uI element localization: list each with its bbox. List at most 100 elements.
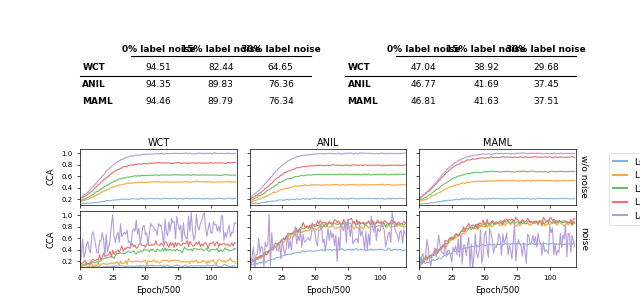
X-axis label: Epoch/500: Epoch/500 [476, 286, 520, 295]
L1 [193, 179, 200, 183]
L2 [278, 180, 286, 183]
L4 [200, 211, 208, 214]
L0 [200, 197, 208, 201]
L4 [278, 164, 286, 167]
L2 [503, 220, 511, 224]
Text: 30% label noise: 30% label noise [241, 45, 321, 54]
L2 [571, 221, 579, 225]
L2 [200, 173, 208, 177]
L4 [568, 234, 576, 237]
L3 [348, 217, 355, 220]
L2 [518, 218, 526, 221]
L0 [458, 197, 466, 200]
Line: L4: L4 [80, 153, 236, 198]
L0 [289, 198, 296, 201]
Text: 89.83: 89.83 [208, 80, 234, 88]
L2 [163, 173, 170, 176]
L3 [199, 161, 207, 165]
L0 [513, 241, 521, 245]
L4 [353, 152, 360, 156]
L0 [417, 202, 424, 206]
L2 [185, 172, 193, 176]
Text: 37.45: 37.45 [533, 80, 559, 88]
L4 [163, 152, 170, 155]
L1 [370, 183, 378, 187]
L0 [164, 196, 172, 200]
L1 [229, 180, 237, 184]
L2 [399, 223, 406, 226]
L4 [228, 152, 236, 155]
L0 [164, 263, 172, 267]
L3 [370, 164, 378, 167]
L1 [247, 200, 255, 204]
L4 [287, 248, 295, 251]
L4 [401, 232, 409, 236]
L2 [401, 172, 409, 176]
L3 [401, 163, 409, 167]
L0 [356, 197, 364, 201]
Line: L1: L1 [80, 258, 236, 269]
L3 [232, 161, 239, 164]
Line: L0: L0 [419, 198, 575, 204]
L1 [227, 256, 234, 260]
L0 [280, 198, 287, 202]
L4 [118, 158, 125, 161]
Line: L2: L2 [419, 171, 575, 200]
L1 [232, 180, 239, 184]
L3 [246, 259, 253, 262]
L2 [371, 222, 379, 226]
Line: L4: L4 [250, 153, 405, 198]
L1 [280, 187, 287, 191]
Text: 82.44: 82.44 [208, 63, 234, 72]
L0 [503, 197, 511, 201]
Line: L4: L4 [80, 212, 236, 265]
L2 [76, 199, 84, 203]
L0 [232, 264, 239, 268]
L4 [332, 152, 340, 156]
L1 [524, 220, 531, 224]
L3 [163, 240, 170, 244]
L1 [540, 220, 547, 224]
Text: 30% label noise: 30% label noise [506, 45, 586, 54]
L3 [184, 239, 191, 242]
L3 [503, 217, 511, 221]
L3 [328, 163, 336, 166]
L0 [221, 263, 229, 266]
L3 [532, 154, 540, 158]
L4 [332, 233, 340, 237]
Legend: L0, L1, L2, L3, L4: L0, L1, L2, L3, L4 [609, 153, 640, 225]
L0 [246, 264, 253, 267]
L4 [232, 152, 239, 155]
L3 [118, 166, 125, 170]
Line: L1: L1 [419, 180, 575, 202]
L2 [415, 198, 423, 202]
L1 [540, 179, 547, 182]
Text: 38.92: 38.92 [473, 63, 499, 72]
L2 [228, 248, 236, 252]
L3 [355, 164, 362, 167]
L2 [232, 173, 239, 177]
L0 [229, 197, 237, 201]
Text: 41.63: 41.63 [473, 97, 499, 106]
L1 [355, 183, 362, 187]
L0 [332, 248, 340, 252]
L4 [397, 152, 405, 155]
L2 [448, 177, 456, 181]
L4 [401, 151, 409, 155]
L3 [522, 155, 530, 159]
L2 [185, 248, 193, 252]
L0 [571, 241, 579, 245]
L0 [448, 251, 456, 255]
L0 [200, 264, 208, 268]
L2 [355, 173, 362, 176]
Text: 94.51: 94.51 [145, 63, 172, 72]
Line: L1: L1 [250, 184, 405, 202]
Line: L3: L3 [250, 218, 405, 262]
L2 [76, 264, 84, 268]
L0 [246, 202, 253, 206]
L2 [415, 260, 423, 263]
L3 [371, 222, 379, 225]
L4 [417, 268, 424, 272]
L2 [184, 173, 191, 177]
L3 [76, 264, 84, 268]
